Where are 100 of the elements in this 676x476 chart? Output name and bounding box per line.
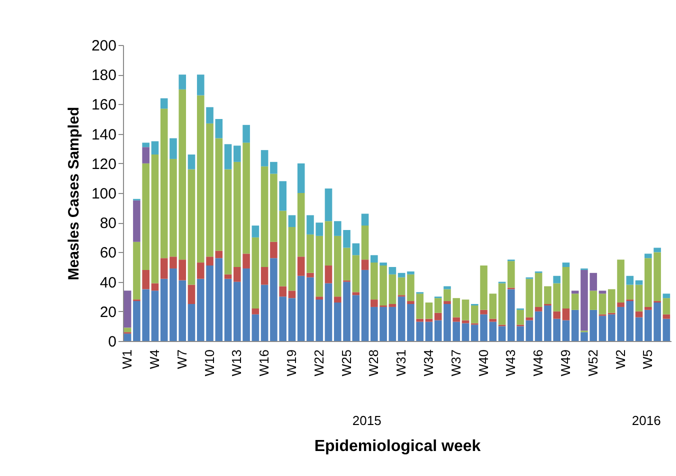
bar — [534, 272, 542, 307]
x-tick-label: W49 — [558, 350, 573, 376]
y-tick-label: 120 — [91, 156, 116, 173]
x-tick-label: W37 — [448, 350, 464, 376]
bar — [297, 163, 305, 193]
bar — [562, 320, 570, 341]
y-tick-label: 40 — [100, 274, 116, 292]
bar — [334, 296, 342, 303]
bar — [279, 181, 286, 211]
bar — [151, 141, 159, 155]
y-tick-label: 0 — [108, 334, 116, 350]
bar — [480, 310, 488, 314]
x-tick-label: W7 — [174, 350, 190, 369]
bar — [151, 290, 159, 341]
bar — [526, 278, 534, 318]
bar — [388, 274, 396, 304]
bar — [279, 286, 286, 297]
x-tick-label: W16 — [256, 350, 272, 376]
bar — [361, 214, 369, 226]
bar — [124, 290, 132, 328]
bar — [498, 326, 506, 341]
bar — [188, 169, 196, 285]
bar — [388, 267, 396, 274]
bar — [288, 298, 296, 341]
bar — [534, 311, 542, 341]
y-axis-title: Measles Cases Sampled — [65, 106, 82, 280]
x-tick-label: W52 — [585, 350, 600, 376]
x-tick-label: W25 — [338, 350, 354, 376]
bar — [407, 301, 414, 304]
x-tick-label: W22 — [311, 350, 326, 376]
bar — [324, 266, 332, 284]
x-tick-label: W40 — [476, 350, 491, 376]
bar — [124, 334, 132, 341]
x-tick-label: W43 — [503, 350, 518, 376]
x-tick-label: W28 — [366, 350, 382, 376]
bar — [562, 308, 570, 320]
bar — [270, 162, 278, 174]
bar — [196, 74, 204, 96]
bar — [562, 262, 570, 267]
bar — [188, 284, 196, 304]
bar — [635, 284, 643, 312]
bar — [462, 323, 470, 341]
bar — [388, 304, 396, 307]
bar — [142, 270, 150, 290]
bar — [662, 298, 670, 314]
bar — [654, 248, 661, 252]
x-tick-label: W34 — [420, 350, 436, 376]
bar — [398, 272, 406, 278]
x-tick-label: W19 — [284, 350, 299, 376]
bar — [188, 154, 196, 170]
bar — [224, 169, 232, 274]
bar — [662, 318, 670, 341]
bar — [288, 215, 296, 228]
bar — [224, 274, 232, 279]
bar — [425, 318, 433, 322]
y-tick-label: 80 — [100, 215, 116, 232]
bar — [361, 260, 369, 270]
bar — [352, 292, 360, 296]
bar — [644, 306, 652, 310]
bar — [370, 255, 378, 263]
bar — [516, 310, 524, 325]
bar — [260, 284, 268, 341]
x-tick-label: W10 — [202, 350, 217, 376]
y-tick-label: 140 — [91, 126, 116, 144]
bar — [434, 312, 442, 320]
bar — [526, 317, 534, 320]
bar — [598, 316, 606, 341]
bar — [252, 226, 260, 238]
bar — [288, 290, 296, 298]
bar — [571, 294, 579, 310]
bar — [234, 146, 241, 162]
bar — [260, 150, 268, 166]
bar — [151, 283, 159, 291]
bar — [489, 318, 497, 322]
bar — [252, 237, 260, 308]
bar — [252, 314, 260, 341]
bar — [398, 296, 406, 341]
bar — [425, 302, 433, 319]
y-tick-label: 180 — [91, 67, 116, 84]
bar — [598, 294, 606, 314]
x-axis-title: Epidemiological week — [314, 438, 481, 456]
bar — [224, 278, 232, 341]
y-tick-label: 200 — [91, 38, 116, 54]
bar — [407, 271, 414, 274]
bar — [316, 296, 324, 300]
bar — [151, 154, 159, 284]
bar — [160, 98, 168, 109]
bar — [598, 290, 606, 294]
bar — [635, 311, 643, 318]
bar — [662, 294, 670, 298]
bar — [142, 142, 150, 148]
x-tick-label: W46 — [530, 350, 546, 376]
bar — [553, 311, 560, 319]
bar — [452, 317, 460, 322]
bar — [252, 308, 260, 314]
bar — [170, 138, 177, 159]
bar — [416, 318, 424, 322]
bar — [361, 270, 369, 341]
bar — [260, 166, 268, 267]
bar — [635, 280, 643, 285]
